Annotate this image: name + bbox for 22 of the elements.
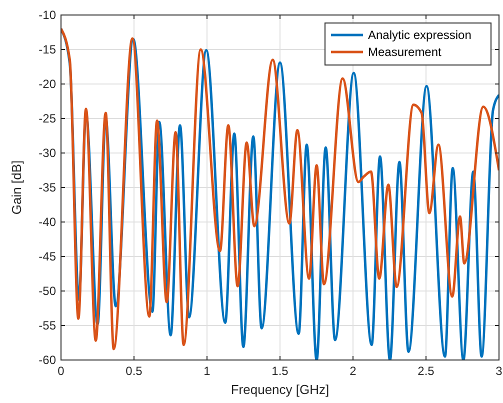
x-tick-label: 0.5 xyxy=(126,364,143,378)
x-tick-label: 2.5 xyxy=(418,364,435,378)
y-tick-label: -15 xyxy=(38,42,56,57)
x-tick-label: 0 xyxy=(58,364,65,378)
y-tick-label: -60 xyxy=(38,353,56,368)
x-axis-title: Frequency [GHz] xyxy=(230,382,330,397)
x-tick-label: 3 xyxy=(496,364,503,378)
legend-label: Measurement xyxy=(368,45,442,60)
x-tick-label: 1 xyxy=(204,364,211,378)
y-tick-label: -10 xyxy=(38,8,56,22)
x-tick-label: 2 xyxy=(350,364,357,378)
y-tick-label: -55 xyxy=(38,318,56,333)
legend-label: Analytic expression xyxy=(368,28,472,42)
y-tick-label: -50 xyxy=(38,284,56,298)
y-axis-title: Gain [dB] xyxy=(9,160,24,215)
y-tick-label: -35 xyxy=(38,180,56,195)
y-tick-label: -25 xyxy=(38,112,56,126)
y-tick-label: -30 xyxy=(38,146,56,160)
x-tick-label: 1.5 xyxy=(272,364,289,378)
y-tick-label: -40 xyxy=(38,215,56,230)
y-tick-label: -45 xyxy=(38,250,56,264)
y-tick-label: -20 xyxy=(38,77,56,92)
